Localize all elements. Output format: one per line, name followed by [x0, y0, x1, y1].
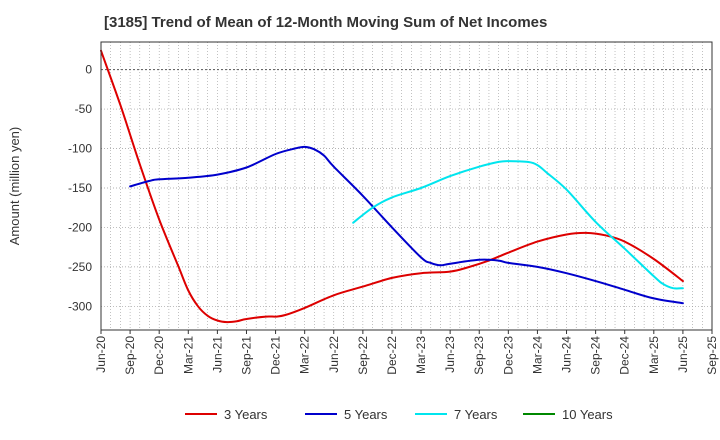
- y-tick-label: -300: [68, 299, 92, 313]
- x-tick-label: Jun-24: [560, 336, 574, 373]
- chart-title: [3185] Trend of Mean of 12-Month Moving …: [104, 14, 548, 31]
- y-tick-label: -250: [68, 260, 92, 274]
- legend-label: 10 Years: [562, 407, 613, 422]
- series-lines: [100, 49, 684, 324]
- x-tick-label: Jun-23: [443, 336, 457, 373]
- series-line-5-years: [129, 145, 684, 305]
- y-tick-label: -200: [68, 220, 92, 234]
- x-tick-label: Dec-20: [152, 336, 166, 375]
- x-tick-label: Sep-22: [356, 336, 370, 375]
- x-tick-label: Sep-24: [589, 336, 603, 375]
- y-axis-label: Amount (million yen): [7, 127, 22, 246]
- y-tick-label: -150: [68, 181, 92, 195]
- axes: 0 -50 -100 -150 -200 -250 -300 Jun-20 Sep-20 Dec-…: [68, 63, 719, 375]
- x-tick-label: Jun-22: [327, 336, 341, 373]
- legend-label: 7 Years: [454, 407, 498, 422]
- series-line-3-years: [100, 49, 684, 324]
- grid: [101, 42, 712, 330]
- y-tick-label: 0: [85, 63, 92, 77]
- x-tick-label: Mar-25: [647, 336, 661, 374]
- legend: 3 Years 5 Years 7 Years 10 Years: [185, 407, 613, 422]
- x-tick-label: Sep-25: [705, 336, 719, 375]
- y-tick-label: -50: [75, 102, 93, 116]
- plot-area: [101, 42, 712, 330]
- x-tick-label: Sep-20: [123, 336, 137, 375]
- x-tick-label: Dec-22: [385, 336, 399, 375]
- x-tick-label: Sep-23: [472, 336, 486, 375]
- x-tick-label: Dec-23: [501, 336, 515, 375]
- x-tick-label: Dec-24: [618, 336, 632, 375]
- x-tick-label: Sep-21: [239, 336, 253, 375]
- x-tick-label: Dec-21: [269, 336, 283, 375]
- x-tick-label: Mar-22: [298, 336, 312, 374]
- y-tick-label: -100: [68, 142, 92, 156]
- legend-label: 3 Years: [224, 407, 268, 422]
- x-tick-label: Jun-21: [210, 336, 224, 373]
- plot-frame: [100, 41, 713, 331]
- x-tick-label: Jun-25: [676, 336, 690, 373]
- x-tick-label: Jun-20: [94, 336, 108, 373]
- legend-label: 5 Years: [344, 407, 388, 422]
- x-tick-label: Mar-21: [181, 336, 195, 374]
- x-tick-label: Mar-24: [530, 336, 544, 374]
- x-tick-label: Mar-23: [414, 336, 428, 374]
- series-line-7-years: [352, 160, 684, 290]
